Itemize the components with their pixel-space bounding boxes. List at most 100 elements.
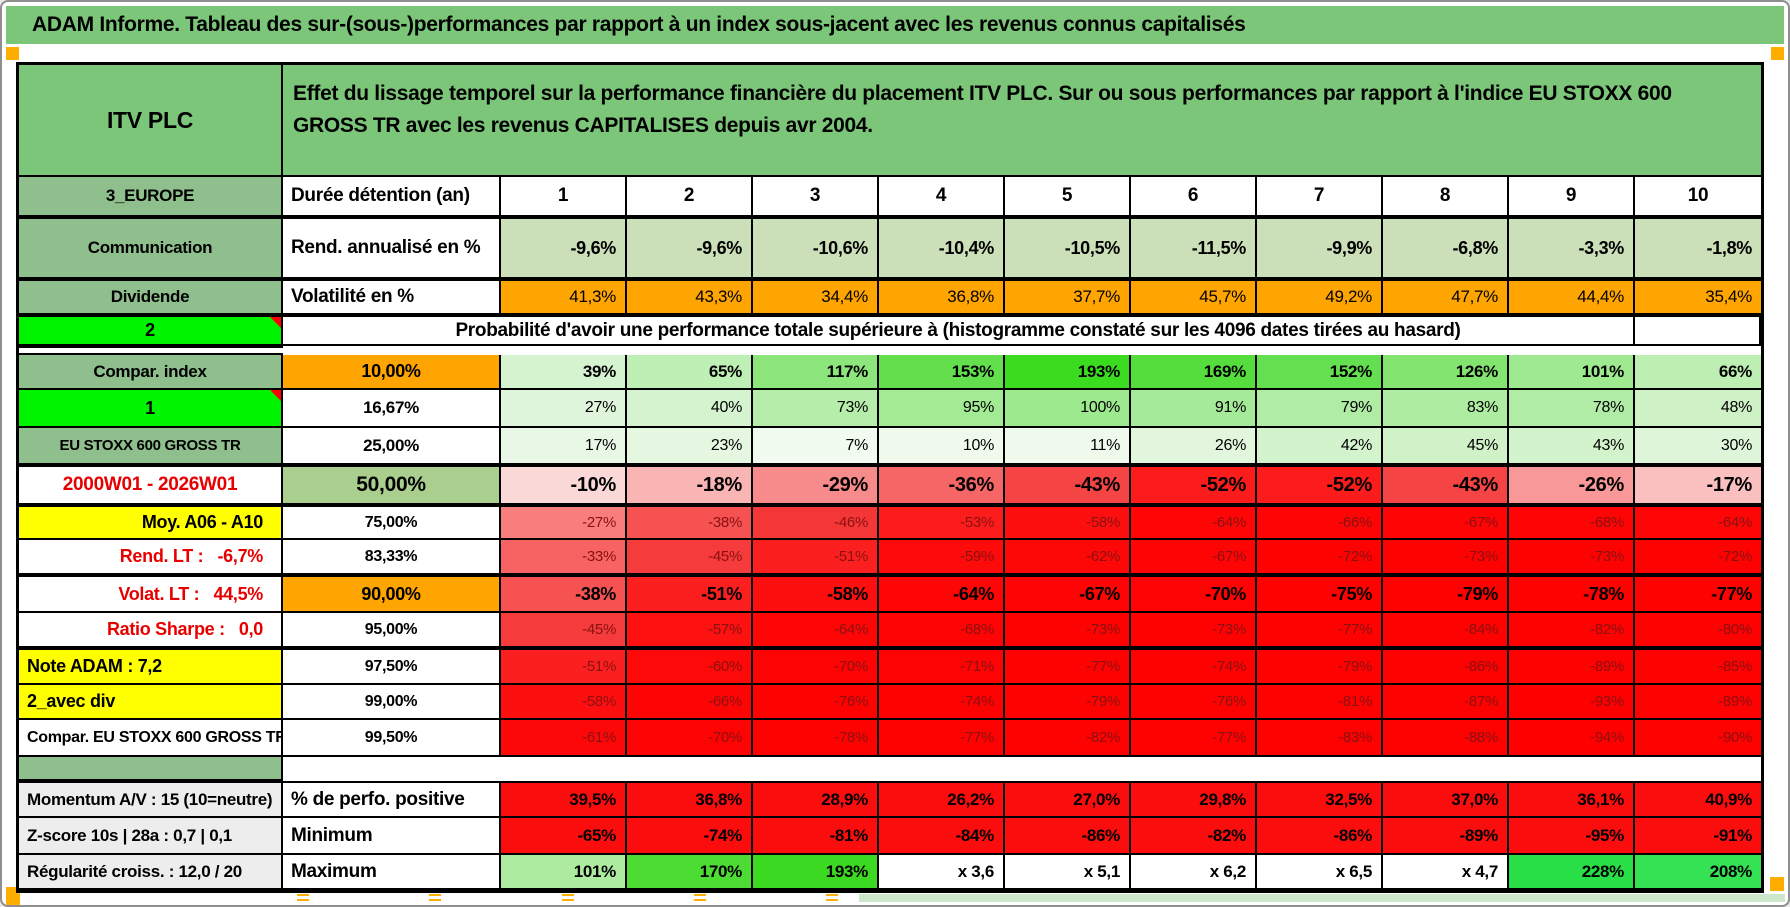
pct-95-c3[interactable]: -64%: [753, 613, 879, 648]
pct-90-c6[interactable]: -70%: [1131, 575, 1257, 613]
pct-16-67-c5[interactable]: 100%: [1005, 390, 1131, 428]
pct-16-67-c1[interactable]: 27%: [501, 390, 627, 428]
pct-75-c6[interactable]: -64%: [1131, 505, 1257, 540]
pct-97-50-c3[interactable]: -70%: [753, 648, 879, 685]
pct-99-50-c4[interactable]: -77%: [879, 720, 1005, 757]
pct-10-c4[interactable]: 153%: [879, 355, 1005, 390]
minimum-c7[interactable]: -86%: [1257, 818, 1383, 855]
pct-83-33-label-a[interactable]: Rend. LT : -6,7%: [19, 540, 283, 575]
pct-16-67-label-b[interactable]: 16,67%: [283, 390, 501, 428]
pct-75-label-a[interactable]: Moy. A06 - A10: [19, 505, 283, 540]
pct-99-50-c8[interactable]: -88%: [1383, 720, 1509, 757]
probability-caption-caption[interactable]: Probabilité d'avoir une performance tota…: [283, 315, 1635, 346]
pct-10-label-a[interactable]: Compar. index: [19, 355, 283, 390]
pct-83-33-c2[interactable]: -45%: [627, 540, 753, 575]
pct-25-c4[interactable]: 10%: [879, 428, 1005, 465]
minimum-label-a[interactable]: Z-score 10s | 28a : 0,7 | 0,1: [19, 818, 283, 855]
pct-99-c1[interactable]: -58%: [501, 685, 627, 720]
pct-50-c4[interactable]: -36%: [879, 465, 1005, 505]
positive-perf-label-b[interactable]: % de perfo. positive: [283, 781, 501, 818]
pct-10-c9[interactable]: 101%: [1509, 355, 1635, 390]
volatility-c10[interactable]: 35,4%: [1635, 279, 1761, 315]
minimum-c2[interactable]: -74%: [627, 818, 753, 855]
volatility-c8[interactable]: 47,7%: [1383, 279, 1509, 315]
pct-95-c10[interactable]: -80%: [1635, 613, 1761, 648]
pct-16-67-c8[interactable]: 83%: [1383, 390, 1509, 428]
spacer-blank[interactable]: [283, 757, 1761, 781]
pct-99-c6[interactable]: -76%: [1131, 685, 1257, 720]
pct-75-c7[interactable]: -66%: [1257, 505, 1383, 540]
pct-25-c2[interactable]: 23%: [627, 428, 753, 465]
pct-90-c5[interactable]: -67%: [1005, 575, 1131, 613]
pct-25-c3[interactable]: 7%: [753, 428, 879, 465]
pct-83-33-c10[interactable]: -72%: [1635, 540, 1761, 575]
pct-10-c1[interactable]: 39%: [501, 355, 627, 390]
pct-95-label-b[interactable]: 95,00%: [283, 613, 501, 648]
durations-c8[interactable]: 8: [1383, 177, 1509, 217]
pct-90-c2[interactable]: -51%: [627, 575, 753, 613]
pct-99-c5[interactable]: -79%: [1005, 685, 1131, 720]
pct-99-50-label-a[interactable]: Compar. EU STOXX 600 GROSS TR: [19, 720, 283, 757]
volatility-c6[interactable]: 45,7%: [1131, 279, 1257, 315]
minimum-c6[interactable]: -82%: [1131, 818, 1257, 855]
pct-99-c10[interactable]: -89%: [1635, 685, 1761, 720]
pct-95-c2[interactable]: -57%: [627, 613, 753, 648]
pct-10-c5[interactable]: 193%: [1005, 355, 1131, 390]
durations-label-b[interactable]: Durée détention (an): [283, 177, 501, 217]
pct-16-67-c10[interactable]: 48%: [1635, 390, 1761, 428]
volatility-c9[interactable]: 44,4%: [1509, 279, 1635, 315]
probability-caption-empty-10[interactable]: [19, 346, 283, 355]
pct-50-c8[interactable]: -43%: [1383, 465, 1509, 505]
pct-75-c9[interactable]: -68%: [1509, 505, 1635, 540]
durations-c7[interactable]: 7: [1257, 177, 1383, 217]
pct-97-50-c9[interactable]: -89%: [1509, 648, 1635, 685]
pct-25-c5[interactable]: 11%: [1005, 428, 1131, 465]
maximum-c5[interactable]: x 5,1: [1005, 855, 1131, 890]
pct-83-33-c1[interactable]: -33%: [501, 540, 627, 575]
annualized-return-label-a[interactable]: Communication: [19, 217, 283, 279]
pct-99-c7[interactable]: -81%: [1257, 685, 1383, 720]
pct-90-c10[interactable]: -77%: [1635, 575, 1761, 613]
positive-perf-c3[interactable]: 28,9%: [753, 781, 879, 818]
pct-97-50-c7[interactable]: -79%: [1257, 648, 1383, 685]
pct-97-50-c5[interactable]: -77%: [1005, 648, 1131, 685]
pct-25-label-a[interactable]: EU STOXX 600 GROSS TR: [19, 428, 283, 465]
pct-25-c8[interactable]: 45%: [1383, 428, 1509, 465]
positive-perf-c1[interactable]: 39,5%: [501, 781, 627, 818]
maximum-label-b[interactable]: Maximum: [283, 855, 501, 890]
pct-99-50-c10[interactable]: -90%: [1635, 720, 1761, 757]
annualized-return-c7[interactable]: -9,9%: [1257, 217, 1383, 279]
pct-90-label-b[interactable]: 90,00%: [283, 575, 501, 613]
pct-25-c1[interactable]: 17%: [501, 428, 627, 465]
positive-perf-c5[interactable]: 27,0%: [1005, 781, 1131, 818]
pct-95-c9[interactable]: -82%: [1509, 613, 1635, 648]
annualized-return-c4[interactable]: -10,4%: [879, 217, 1005, 279]
pct-95-c8[interactable]: -84%: [1383, 613, 1509, 648]
annualized-return-c2[interactable]: -9,6%: [627, 217, 753, 279]
pct-97-50-label-b[interactable]: 97,50%: [283, 648, 501, 685]
pct-10-label-b[interactable]: 10,00%: [283, 355, 501, 390]
pct-90-c4[interactable]: -64%: [879, 575, 1005, 613]
pct-16-67-label-a[interactable]: 1: [19, 390, 283, 428]
pct-95-c5[interactable]: -73%: [1005, 613, 1131, 648]
pct-50-c7[interactable]: -52%: [1257, 465, 1383, 505]
volatility-label-b[interactable]: Volatilité en %: [283, 279, 501, 315]
pct-99-50-c6[interactable]: -77%: [1131, 720, 1257, 757]
pct-99-c4[interactable]: -74%: [879, 685, 1005, 720]
probability-caption-empty-9[interactable]: [1635, 315, 1761, 346]
maximum-c9[interactable]: 228%: [1509, 855, 1635, 890]
positive-perf-c10[interactable]: 40,9%: [1635, 781, 1761, 818]
maximum-c1[interactable]: 101%: [501, 855, 627, 890]
pct-90-label-a[interactable]: Volat. LT : 44,5%: [19, 575, 283, 613]
pct-99-c2[interactable]: -66%: [627, 685, 753, 720]
pct-97-50-label-a[interactable]: Note ADAM : 7,2: [19, 648, 283, 685]
pct-97-50-c10[interactable]: -85%: [1635, 648, 1761, 685]
annualized-return-c1[interactable]: -9,6%: [501, 217, 627, 279]
annualized-return-c9[interactable]: -3,3%: [1509, 217, 1635, 279]
minimum-c4[interactable]: -84%: [879, 818, 1005, 855]
minimum-c10[interactable]: -91%: [1635, 818, 1761, 855]
volatility-c4[interactable]: 36,8%: [879, 279, 1005, 315]
pct-97-50-c1[interactable]: -51%: [501, 648, 627, 685]
maximum-c7[interactable]: x 6,5: [1257, 855, 1383, 890]
pct-75-label-b[interactable]: 75,00%: [283, 505, 501, 540]
